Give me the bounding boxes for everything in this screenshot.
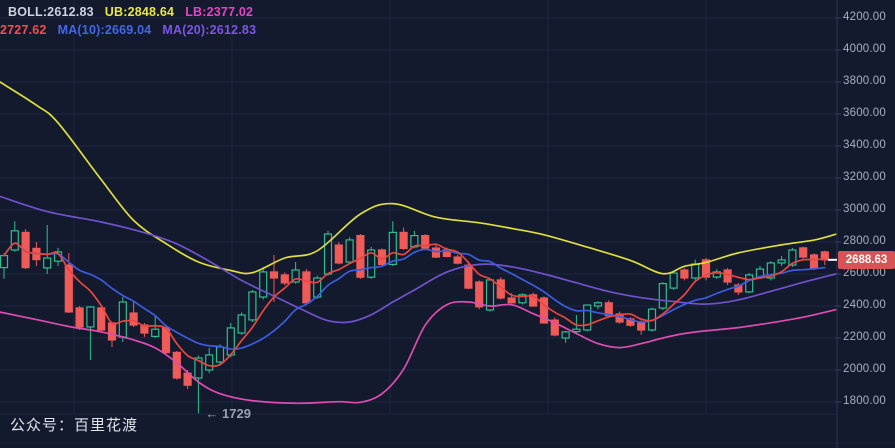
bear-candle-body — [529, 294, 538, 307]
bear-candle-body — [421, 235, 430, 249]
ma10-line — [3, 242, 826, 350]
y-axis-label: 3000.00 — [843, 203, 886, 215]
y-axis-label: 3200.00 — [843, 171, 886, 183]
bull-candle-body — [205, 354, 214, 371]
y-axis-label: 4000.00 — [843, 43, 886, 55]
ma20-indicator-value: MA(20):2612.83 — [162, 23, 257, 37]
bull-candle-body — [291, 269, 300, 283]
bull-candle-body — [367, 249, 376, 278]
boll-indicator-row: BOLL:2612.83 UB:2848.64 LB:2377.02 — [8, 5, 264, 19]
candles-layer — [0, 221, 829, 414]
bull-candle-body — [788, 249, 797, 266]
boll-upper-band-line — [0, 81, 837, 275]
bull-candle-body — [0, 255, 9, 269]
bear-candle-body — [431, 247, 441, 258]
bear-candle-body — [475, 281, 484, 308]
y-axis-label: 3600.00 — [843, 107, 886, 119]
bear-candle-body — [107, 322, 117, 341]
bull-candle-body — [593, 302, 603, 307]
bull-candle-body — [215, 346, 225, 363]
bull-candle-body — [237, 314, 246, 334]
y-axis-label: 3400.00 — [843, 139, 886, 151]
bear-candle-body — [280, 274, 289, 284]
bear-candle-body — [97, 307, 106, 331]
bull-candle-body — [745, 274, 754, 293]
y-axis-label: 2600.00 — [843, 267, 886, 279]
watermark-text: 公众号：百里花渡 — [10, 417, 139, 434]
low-annotation: ← 1729 — [205, 406, 251, 422]
lb-indicator-value: LB:2377.02 — [185, 5, 254, 19]
bull-candle-body — [518, 294, 527, 304]
bear-candle-body — [302, 271, 311, 304]
bear-candle-body — [550, 319, 559, 336]
bear-candle-body — [140, 324, 149, 334]
bull-candle-body — [583, 304, 592, 331]
last-price-badge: 2688.63 — [838, 250, 895, 269]
bull-candle-body — [766, 262, 775, 279]
bear-candle-body — [64, 264, 73, 313]
bear-candle-body — [75, 307, 84, 328]
bull-candle-body — [259, 271, 268, 298]
y-axis-label: 2200.00 — [843, 331, 886, 343]
y-axis-label: 2800.00 — [843, 235, 886, 247]
bull-candle-body — [43, 257, 52, 269]
bear-candle-body — [464, 264, 473, 289]
boll-indicator-value: BOLL:2612.83 — [8, 5, 94, 19]
y-axis-label: 4200.00 — [843, 11, 886, 23]
bull-candle-body — [388, 231, 397, 265]
bull-candle-body — [118, 301, 127, 338]
boll-lower-band-line — [0, 300, 837, 405]
bull-candle-body — [572, 328, 581, 333]
bear-candle-body — [129, 312, 138, 326]
bear-candle-body — [269, 271, 279, 279]
bull-candle-body — [669, 272, 678, 289]
ma20-line — [0, 195, 837, 324]
ma-indicator-row: 2727.62 MA(10):2669.04 MA(20):2612.83 — [0, 23, 267, 37]
bull-candle-body — [10, 230, 19, 251]
bear-candle-body — [604, 302, 613, 317]
bear-candle-body — [734, 284, 743, 293]
y-axis-label: 2000.00 — [843, 363, 886, 375]
bear-candle-body — [680, 269, 689, 279]
ma10-indicator-value: MA(10):2669.04 — [57, 23, 152, 37]
bull-candle-body — [691, 263, 700, 279]
bear-candle-body — [21, 231, 30, 269]
bull-candle-body — [194, 357, 203, 379]
bear-candle-body — [701, 259, 711, 278]
bull-candle-body — [777, 259, 786, 264]
y-axis-label: 2400.00 — [843, 299, 886, 311]
bull-candle-body — [485, 279, 495, 311]
bear-candle-body — [453, 256, 462, 264]
bull-candle-body — [561, 331, 570, 339]
bear-candle-body — [507, 297, 516, 304]
bull-candle-body — [345, 239, 354, 263]
bull-candle-body — [658, 283, 667, 309]
bull-candle-body — [86, 306, 95, 328]
ma5-indicator-value: 2727.62 — [0, 23, 47, 37]
bear-candle-body — [820, 251, 829, 261]
bear-candle-body — [799, 247, 808, 258]
bear-candle-body — [539, 297, 549, 324]
bull-candle-body — [712, 271, 721, 278]
bear-candle-body — [334, 244, 343, 264]
bull-candle-body — [248, 291, 257, 321]
ub-indicator-value: UB:2848.64 — [104, 5, 175, 19]
bear-candle-body — [809, 254, 819, 269]
bear-candle-body — [637, 321, 646, 331]
bull-candle-body — [151, 328, 160, 338]
bear-candle-body — [399, 231, 408, 249]
y-axis-label: 1800.00 — [843, 395, 886, 407]
ma5-line — [3, 242, 826, 368]
y-axis-label: 3800.00 — [843, 75, 886, 87]
price-axis: 4200.00 4000.00 3800.00 3600.00 3400.00 3200.… — [843, 0, 895, 448]
